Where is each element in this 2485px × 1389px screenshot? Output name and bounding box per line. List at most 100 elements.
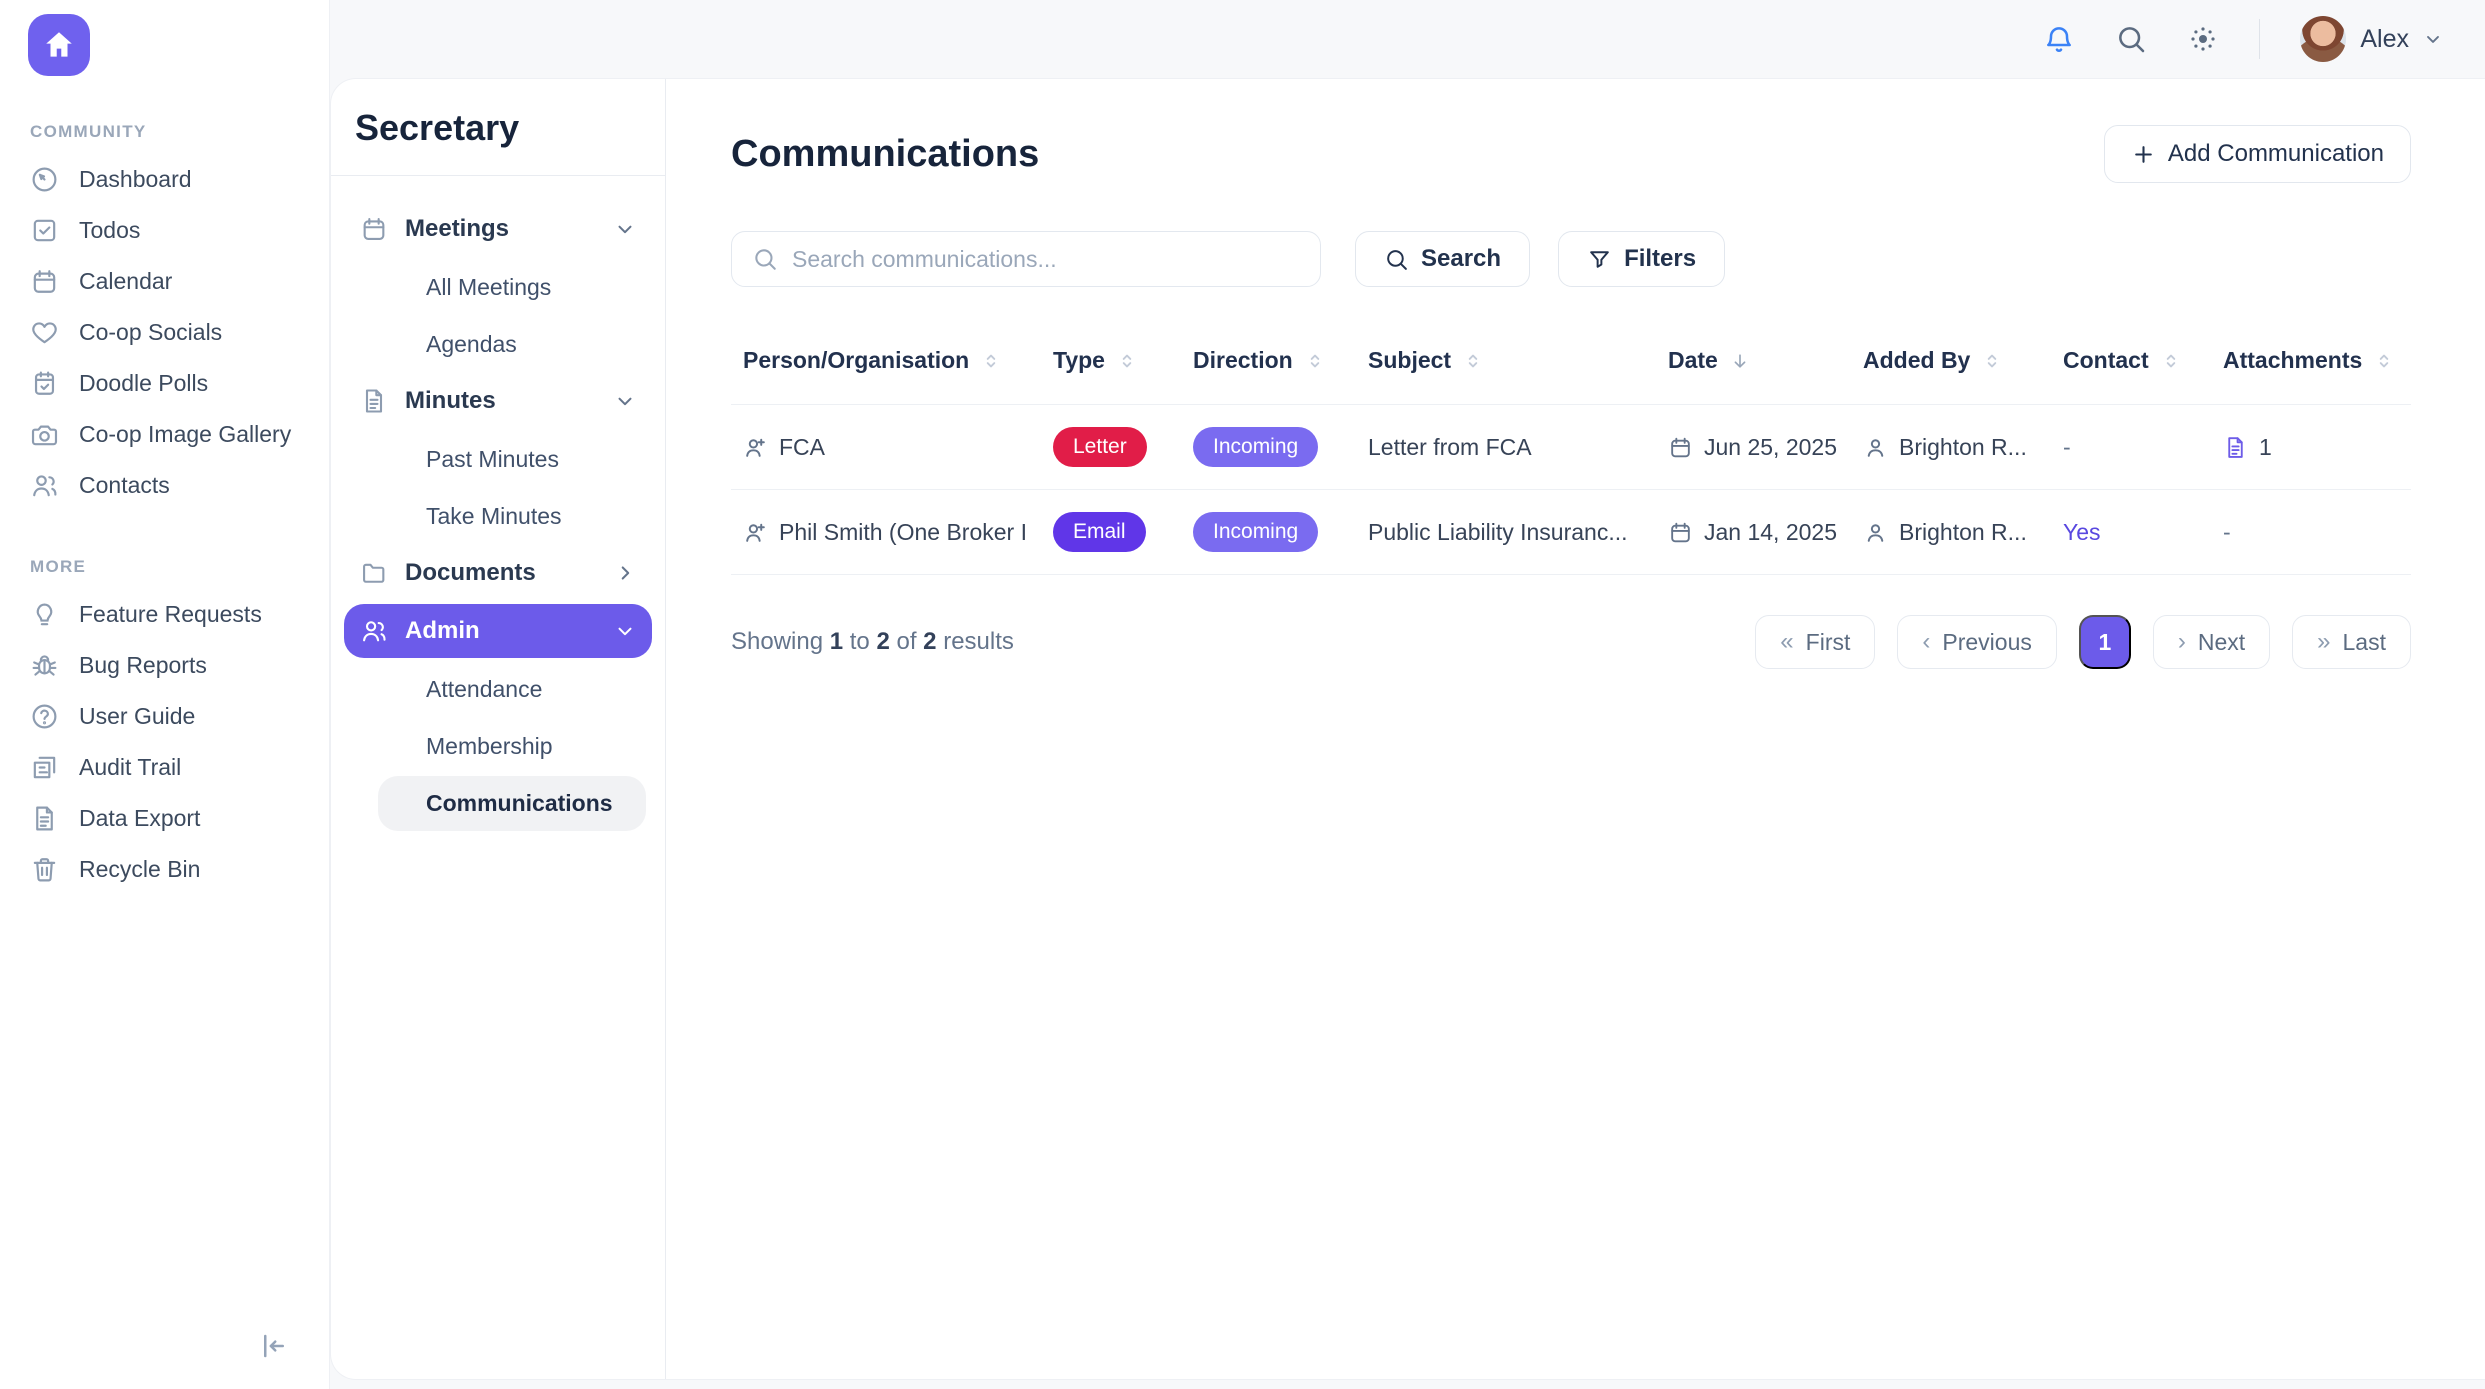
sidebar-item-audit-trail[interactable]: Audit Trail bbox=[16, 742, 313, 793]
sort-icon bbox=[1463, 351, 1483, 371]
search-box bbox=[731, 231, 1321, 287]
sidebar-collapse-button[interactable] bbox=[259, 1331, 293, 1365]
secondary-sidebar: Secretary Meetings All Meetings Agendas … bbox=[331, 79, 666, 1379]
topbar: Alex bbox=[330, 0, 2485, 78]
sidebar-item-doodle-polls[interactable]: Doodle Polls bbox=[16, 358, 313, 409]
person-name: FCA bbox=[779, 433, 825, 460]
sidebar-item-label: Dashboard bbox=[79, 166, 192, 192]
nav-group-label: Documents bbox=[405, 559, 536, 586]
column-label: Contact bbox=[2063, 347, 2149, 373]
theme-toggle-button[interactable] bbox=[2187, 23, 2219, 55]
page-number-button[interactable]: 1 bbox=[2078, 615, 2131, 669]
attachments-count: 1 bbox=[2259, 433, 2272, 460]
column-header-date[interactable]: Date bbox=[1656, 327, 1851, 405]
secondary-sidebar-list: Meetings All Meetings Agendas Minutes Pa… bbox=[331, 176, 665, 859]
summary-text: of bbox=[896, 628, 917, 655]
person-name: Phil Smith (One Broker I... bbox=[779, 518, 1029, 545]
search-button[interactable]: Search bbox=[1355, 231, 1531, 287]
last-page-button[interactable]: » Last bbox=[2292, 615, 2411, 669]
sidebar-item-calendar[interactable]: Calendar bbox=[16, 256, 313, 307]
last-page-label: Last bbox=[2342, 628, 2386, 655]
notifications-button[interactable] bbox=[2043, 23, 2075, 55]
filters-button[interactable]: Filters bbox=[1558, 231, 1726, 287]
sidebar-item-label: Feature Requests bbox=[79, 601, 262, 627]
nav-item-agendas[interactable]: Agendas bbox=[426, 331, 517, 357]
column-header-contact[interactable]: Contact bbox=[2051, 327, 2211, 405]
sort-icon bbox=[2374, 351, 2394, 371]
column-header-attachments[interactable]: Attachments bbox=[2211, 327, 2411, 405]
nav-item-take-minutes[interactable]: Take Minutes bbox=[426, 503, 562, 529]
secondary-sidebar-title: Secretary bbox=[355, 107, 520, 148]
contact-cell: - bbox=[2063, 433, 2071, 460]
nav-group-admin[interactable]: Admin bbox=[344, 604, 652, 658]
added-by-value: Brighton R... bbox=[1899, 518, 2027, 545]
sidebar-item-bug-reports[interactable]: Bug Reports bbox=[16, 640, 313, 691]
check-square-icon bbox=[30, 216, 59, 245]
sidebar-item-contacts[interactable]: Contacts bbox=[16, 460, 313, 511]
column-label: Added By bbox=[1863, 347, 1971, 373]
column-header-type[interactable]: Type bbox=[1041, 327, 1181, 405]
table-row[interactable]: FCA Letter Incoming Letter from FCA Jun … bbox=[731, 404, 2411, 490]
nav-group-minutes[interactable]: Minutes bbox=[344, 374, 652, 428]
chevron-down-icon bbox=[614, 218, 636, 240]
column-header-added-by[interactable]: Added By bbox=[1851, 327, 2051, 405]
app-logo[interactable] bbox=[28, 14, 90, 76]
plus-icon bbox=[2131, 142, 2156, 167]
folder-icon bbox=[360, 559, 388, 587]
column-header-person[interactable]: Person/Organisation bbox=[731, 327, 1041, 405]
file-text-icon bbox=[360, 387, 388, 415]
global-search-button[interactable] bbox=[2115, 23, 2147, 55]
main-header: Communications Add Communication bbox=[731, 125, 2411, 183]
search-input[interactable] bbox=[792, 245, 1300, 273]
sort-icon bbox=[1982, 351, 2002, 371]
sidebar-item-recycle-bin[interactable]: Recycle Bin bbox=[16, 844, 313, 895]
sidebar-item-data-export[interactable]: Data Export bbox=[16, 793, 313, 844]
nav-group-meetings[interactable]: Meetings bbox=[344, 202, 652, 256]
sidebar-item-coop-image-gallery[interactable]: Co-op Image Gallery bbox=[16, 409, 313, 460]
previous-page-button[interactable]: ‹ Previous bbox=[1897, 615, 2057, 669]
column-label: Direction bbox=[1193, 347, 1293, 373]
nav-item-communications[interactable]: Communications bbox=[378, 776, 646, 831]
sidebar-item-coop-socials[interactable]: Co-op Socials bbox=[16, 307, 313, 358]
audit-trail-icon bbox=[30, 753, 59, 782]
first-page-button[interactable]: « First bbox=[1755, 615, 1876, 669]
sidebar-section-community: COMMUNITY Dashboard Todos Calendar Co-op… bbox=[16, 122, 313, 511]
sort-icon bbox=[2161, 351, 2181, 371]
type-badge: Letter bbox=[1053, 427, 1147, 467]
attachments-cell[interactable]: 1 bbox=[2223, 434, 2399, 461]
sidebar-item-label: Co-op Image Gallery bbox=[79, 421, 292, 447]
next-page-button[interactable]: › Next bbox=[2152, 615, 2271, 669]
table-row[interactable]: Phil Smith (One Broker I... Email Incomi… bbox=[731, 489, 2411, 575]
sidebar-item-todos[interactable]: Todos bbox=[16, 205, 313, 256]
main-content: Communications Add Communication Search bbox=[666, 79, 2485, 1379]
person-cell: FCA bbox=[743, 434, 1029, 461]
column-header-subject[interactable]: Subject bbox=[1356, 327, 1656, 405]
nav-item-past-minutes[interactable]: Past Minutes bbox=[426, 446, 559, 472]
nav-group-label: Minutes bbox=[405, 387, 496, 414]
search-icon bbox=[2115, 23, 2147, 55]
sidebar-item-dashboard[interactable]: Dashboard bbox=[16, 154, 313, 205]
date-value: Jan 14, 2025 bbox=[1704, 518, 1838, 545]
heart-icon bbox=[30, 318, 59, 347]
add-communication-label: Add Communication bbox=[2167, 140, 2384, 167]
nav-group-documents[interactable]: Documents bbox=[344, 546, 652, 600]
column-header-direction[interactable]: Direction bbox=[1181, 327, 1356, 405]
sidebar-item-feature-requests[interactable]: Feature Requests bbox=[16, 589, 313, 640]
user-menu[interactable]: Alex bbox=[2300, 16, 2443, 62]
chevron-down-icon bbox=[2423, 29, 2443, 49]
date-cell: Jan 14, 2025 bbox=[1668, 519, 1839, 546]
home-icon bbox=[42, 28, 76, 62]
nav-item-attendance[interactable]: Attendance bbox=[426, 676, 543, 702]
sort-desc-icon bbox=[1730, 351, 1750, 371]
calendar-icon bbox=[30, 267, 59, 296]
search-icon bbox=[1384, 247, 1409, 272]
add-communication-button[interactable]: Add Communication bbox=[2103, 125, 2411, 183]
pagination: « First ‹ Previous 1 › Next » Last bbox=[1755, 615, 2411, 669]
nav-item-membership[interactable]: Membership bbox=[426, 733, 553, 759]
calendar-icon bbox=[1668, 435, 1693, 460]
section-title-more: MORE bbox=[30, 557, 87, 576]
contact-cell[interactable]: Yes bbox=[2063, 518, 2101, 545]
sidebar-item-user-guide[interactable]: User Guide bbox=[16, 691, 313, 742]
trash-icon bbox=[30, 855, 59, 884]
nav-item-all-meetings[interactable]: All Meetings bbox=[426, 274, 552, 300]
